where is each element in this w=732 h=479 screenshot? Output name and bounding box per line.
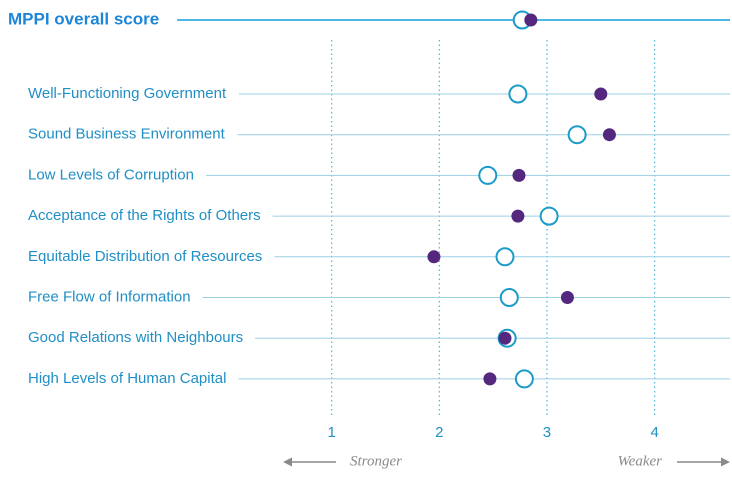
filled-dot <box>594 87 608 101</box>
filled-dot <box>560 291 574 304</box>
arrows <box>283 457 730 467</box>
category-label: Well-Functioning Government <box>28 85 227 102</box>
category-label: Acceptance of the Rights of Others <box>28 207 261 224</box>
open-dot <box>508 84 528 104</box>
filled-dot <box>483 372 497 386</box>
open-dot <box>567 125 587 145</box>
category-label: Equitable Distribution of Resources <box>28 248 262 265</box>
category-label: Good Relations with Neighbours <box>28 329 243 346</box>
open-dot <box>478 165 498 185</box>
filled-dot <box>427 250 441 264</box>
open-dot <box>514 369 534 389</box>
x-tick-label: 4 <box>650 424 658 441</box>
annotation: Stronger <box>350 453 402 469</box>
annotation: Weaker <box>618 453 663 469</box>
category-label: Free Flow of Information <box>28 288 191 305</box>
open-dot <box>499 288 519 307</box>
filled-dot <box>524 13 538 27</box>
x-tick-label: 3 <box>543 424 551 441</box>
filled-dot <box>498 331 512 345</box>
x-tick-label: 2 <box>435 424 443 441</box>
filled-dot <box>602 128 616 142</box>
x-tick-label: 1 <box>327 424 335 441</box>
filled-dot <box>511 209 525 223</box>
open-dot <box>495 247 515 267</box>
category-label: MPPI overall score <box>8 9 159 28</box>
arrow-head <box>283 457 292 467</box>
category-label: Sound Business Environment <box>28 126 226 143</box>
arrow-head <box>721 457 730 467</box>
category-label: Low Levels of Corruption <box>28 166 194 183</box>
open-dot <box>539 206 559 226</box>
category-label: High Levels of Human Capital <box>28 370 226 387</box>
filled-dot <box>512 168 526 182</box>
